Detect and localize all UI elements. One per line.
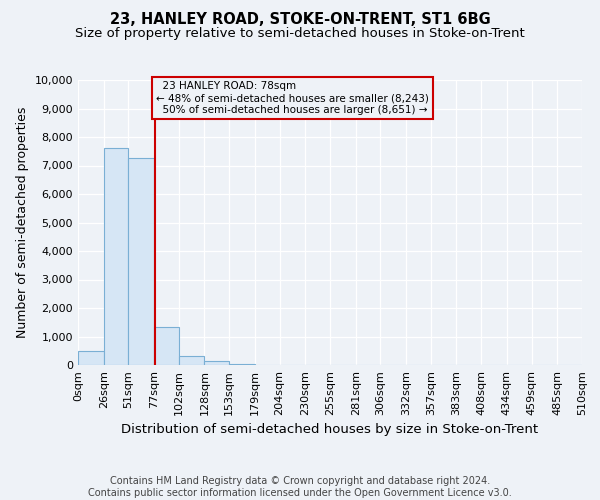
Text: Contains HM Land Registry data © Crown copyright and database right 2024.
Contai: Contains HM Land Registry data © Crown c… bbox=[88, 476, 512, 498]
Bar bbox=[205, 360, 229, 365]
Text: Size of property relative to semi-detached houses in Stoke-on-Trent: Size of property relative to semi-detach… bbox=[75, 28, 525, 40]
Bar bbox=[179, 356, 205, 365]
Bar bbox=[104, 148, 128, 365]
Text: 23 HANLEY ROAD: 78sqm
← 48% of semi-detached houses are smaller (8,243)
  50% of: 23 HANLEY ROAD: 78sqm ← 48% of semi-deta… bbox=[156, 82, 429, 114]
Bar bbox=[78, 351, 104, 365]
Bar bbox=[229, 364, 255, 365]
Bar bbox=[154, 326, 179, 365]
Text: 23, HANLEY ROAD, STOKE-ON-TRENT, ST1 6BG: 23, HANLEY ROAD, STOKE-ON-TRENT, ST1 6BG bbox=[110, 12, 490, 28]
X-axis label: Distribution of semi-detached houses by size in Stoke-on-Trent: Distribution of semi-detached houses by … bbox=[121, 423, 539, 436]
Y-axis label: Number of semi-detached properties: Number of semi-detached properties bbox=[16, 107, 29, 338]
Bar bbox=[128, 158, 154, 365]
